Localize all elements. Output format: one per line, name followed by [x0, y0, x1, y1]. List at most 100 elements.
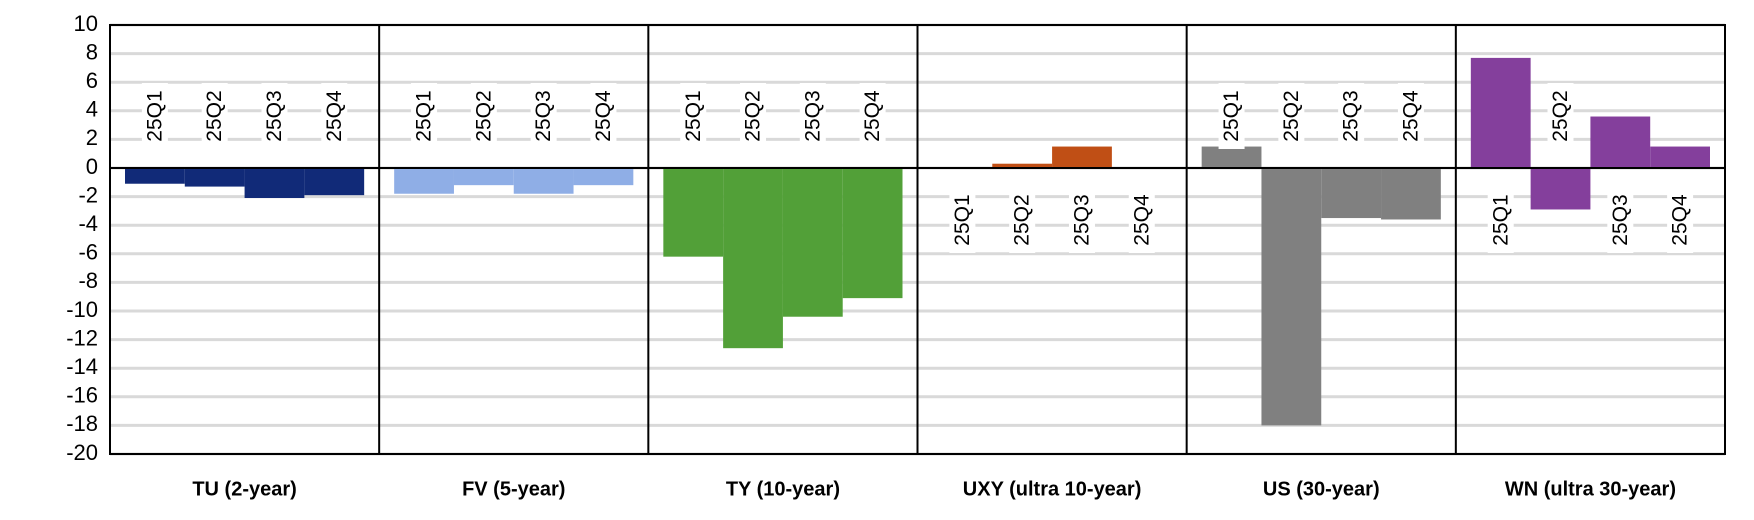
category-label-group: 25Q4 [590, 83, 617, 149]
category-label-bg [590, 83, 617, 149]
category-label: 25Q2 [203, 90, 226, 141]
bar [1261, 168, 1322, 426]
category-label-bg [141, 83, 168, 149]
y-tick-label: -14 [66, 354, 98, 379]
bar [1321, 168, 1382, 219]
category-label-bg [1128, 187, 1155, 253]
category-label-bg [799, 83, 826, 149]
category-label-bg [1068, 187, 1095, 253]
y-tick-label: -2 [78, 182, 98, 207]
panel-label: UXY (ultra 10-year) [963, 478, 1142, 500]
category-label: 25Q4 [1130, 194, 1153, 246]
category-label-bg [1547, 83, 1574, 149]
category-label-group: 25Q1 [1218, 83, 1245, 149]
category-label: 25Q4 [1669, 194, 1692, 246]
category-label-bg [201, 83, 228, 149]
category-label-group: 25Q4 [1128, 187, 1155, 253]
bar [992, 163, 1053, 168]
category-label-group: 25Q1 [411, 83, 438, 149]
category-label-group: 25Q4 [859, 83, 886, 149]
category-label-group: 25Q4 [1397, 83, 1424, 149]
category-label: 25Q2 [1280, 90, 1303, 141]
y-tick-label: 0 [86, 154, 98, 179]
category-label: 25Q3 [1609, 194, 1632, 245]
category-label-group: 25Q2 [1547, 83, 1574, 149]
category-label-group: 25Q1 [680, 83, 707, 149]
category-label: 25Q3 [532, 90, 555, 141]
category-label: 25Q1 [682, 90, 705, 141]
category-label-group: 25Q2 [740, 83, 767, 149]
bar [304, 168, 365, 196]
category-label-bg [1218, 83, 1245, 149]
category-label-bg [859, 83, 886, 149]
category-label-bg [740, 83, 767, 149]
category-label: 25Q4 [592, 90, 615, 142]
y-tick-label: -8 [78, 268, 98, 293]
bar [782, 168, 843, 317]
category-label-group: 25Q3 [530, 83, 557, 149]
category-label-group: 25Q3 [1607, 187, 1634, 253]
category-label-group: 25Q4 [321, 83, 348, 149]
category-label-bg [1397, 83, 1424, 149]
category-label-bg [1009, 187, 1036, 253]
bar [1650, 146, 1710, 168]
category-label-bg [1278, 83, 1305, 149]
category-label-group: 25Q2 [1278, 83, 1305, 149]
panel-label: TY (10-year) [726, 478, 840, 500]
category-label-group: 25Q4 [1667, 187, 1694, 253]
category-label: 25Q3 [263, 90, 286, 141]
category-label-bg [680, 83, 707, 149]
category-label-bg [949, 187, 976, 253]
category-label-group: 25Q1 [1487, 187, 1514, 253]
bar [723, 168, 783, 349]
category-label-bg [411, 83, 438, 149]
bar [1590, 116, 1651, 168]
y-tick-label: -16 [66, 383, 98, 408]
bar [1470, 57, 1531, 168]
bar [573, 168, 634, 186]
y-tick-label: -18 [66, 411, 98, 436]
category-label: 25Q3 [1071, 194, 1094, 245]
bar [1201, 146, 1262, 168]
category-label-group: 25Q1 [141, 83, 168, 149]
y-tick-label: 4 [86, 97, 98, 122]
y-tick-label: 2 [86, 125, 98, 150]
category-label-bg [1667, 187, 1694, 253]
category-label-bg [530, 83, 557, 149]
category-label-bg [261, 83, 288, 149]
category-label: 25Q2 [472, 90, 495, 141]
bar [842, 168, 903, 299]
category-label-group: 25Q3 [1068, 187, 1095, 253]
y-tick-label: -6 [78, 240, 98, 265]
category-label-group: 25Q1 [949, 187, 976, 253]
category-label-group: 25Q2 [470, 83, 497, 149]
bar [513, 168, 574, 194]
panel-label: FV (5-year) [462, 478, 565, 500]
category-label-group: 25Q3 [1338, 83, 1365, 149]
y-tick-label: 10 [74, 11, 98, 36]
category-label: 25Q2 [1011, 194, 1034, 245]
bar [1381, 168, 1441, 220]
category-label: 25Q1 [1489, 194, 1512, 245]
category-label-group: 25Q3 [261, 83, 288, 149]
category-label: 25Q4 [323, 90, 346, 142]
category-label: 25Q2 [1549, 90, 1572, 141]
bar [1052, 146, 1112, 168]
plot-frame [109, 24, 1726, 455]
panel-label: TU (2-year) [192, 478, 296, 500]
category-label-bg [321, 83, 348, 149]
category-label-bg [1338, 83, 1365, 149]
bar [1530, 168, 1591, 210]
category-label: 25Q4 [861, 90, 884, 142]
y-tick-label: -12 [66, 325, 98, 350]
category-label-group: 25Q2 [201, 83, 228, 149]
bar [453, 168, 514, 186]
category-label: 25Q2 [742, 90, 765, 141]
category-label: 25Q1 [143, 90, 166, 141]
panel-label: US (30-year) [1263, 478, 1380, 500]
category-label-bg [1487, 187, 1514, 253]
category-label-group: 25Q2 [1009, 187, 1036, 253]
y-tick-label: -20 [66, 440, 98, 465]
y-tick-label: 8 [86, 39, 98, 64]
y-tick-label: -4 [78, 211, 98, 236]
